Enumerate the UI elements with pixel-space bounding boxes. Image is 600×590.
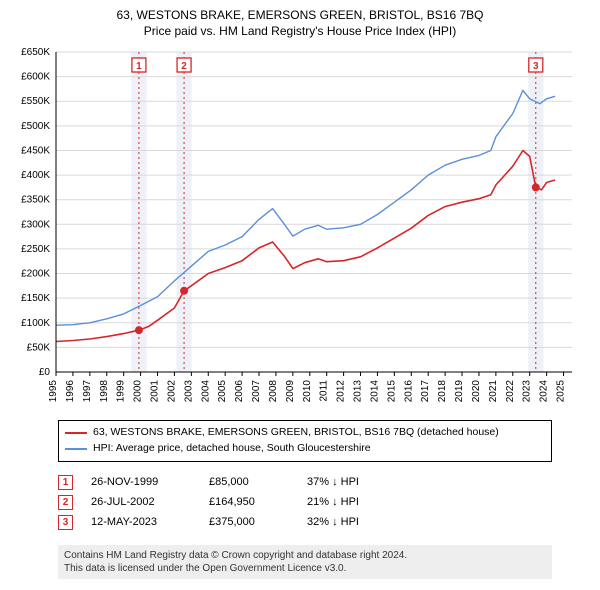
legend-swatch-hpi	[65, 448, 87, 450]
svg-text:2002: 2002	[166, 380, 177, 403]
svg-text:£200K: £200K	[21, 269, 50, 280]
svg-text:3: 3	[533, 61, 539, 72]
svg-text:£350K: £350K	[21, 195, 50, 206]
svg-text:2019: 2019	[454, 380, 465, 403]
sale-vs-hpi: 21% ↓ HPI	[307, 496, 377, 508]
sale-row: 2 26-JUL-2002 £164,950 21% ↓ HPI	[58, 495, 552, 510]
svg-text:2009: 2009	[285, 380, 296, 403]
svg-text:£450K: £450K	[21, 145, 50, 156]
sales-table: 1 26-NOV-1999 £85,000 37% ↓ HPI 2 26-JUL…	[58, 470, 552, 535]
svg-text:£600K: £600K	[21, 72, 50, 83]
attribution-line-2: This data is licensed under the Open Gov…	[64, 562, 546, 575]
sale-marker-2: 2	[58, 495, 73, 510]
sale-vs-hpi: 32% ↓ HPI	[307, 516, 377, 528]
sale-marker-3: 3	[58, 515, 73, 530]
legend-row-property: 63, WESTONS BRAKE, EMERSONS GREEN, BRIST…	[65, 425, 545, 441]
svg-text:2014: 2014	[369, 380, 380, 403]
legend-swatch-property	[65, 432, 87, 434]
svg-text:£0: £0	[39, 367, 51, 378]
svg-text:£650K: £650K	[21, 47, 50, 58]
legend-label-property: 63, WESTONS BRAKE, EMERSONS GREEN, BRIST…	[93, 425, 499, 441]
svg-text:2008: 2008	[268, 380, 279, 403]
svg-text:£150K: £150K	[21, 293, 50, 304]
svg-text:2010: 2010	[302, 380, 313, 403]
svg-text:1997: 1997	[82, 380, 93, 403]
svg-text:£500K: £500K	[21, 121, 50, 132]
legend-label-hpi: HPI: Average price, detached house, Sout…	[93, 441, 371, 457]
svg-text:2017: 2017	[420, 380, 431, 403]
sale-price: £375,000	[209, 516, 289, 528]
sale-price: £85,000	[209, 476, 289, 488]
svg-text:2020: 2020	[471, 380, 482, 403]
svg-text:£100K: £100K	[21, 318, 50, 329]
svg-text:1996: 1996	[65, 380, 76, 403]
svg-text:2004: 2004	[200, 380, 211, 403]
svg-text:1995: 1995	[48, 380, 59, 403]
svg-text:2013: 2013	[353, 380, 364, 403]
svg-text:2: 2	[181, 61, 187, 72]
attribution-box: Contains HM Land Registry data © Crown c…	[58, 545, 552, 579]
svg-text:2005: 2005	[217, 380, 228, 403]
svg-text:2023: 2023	[522, 380, 533, 403]
chart-title-block: 63, WESTONS BRAKE, EMERSONS GREEN, BRIST…	[8, 8, 592, 38]
svg-text:2012: 2012	[336, 380, 347, 403]
svg-text:2018: 2018	[437, 380, 448, 403]
svg-text:2000: 2000	[133, 380, 144, 403]
svg-text:2011: 2011	[319, 380, 330, 402]
svg-text:£250K: £250K	[21, 244, 50, 255]
svg-text:2015: 2015	[386, 380, 397, 403]
attribution-line-1: Contains HM Land Registry data © Crown c…	[64, 549, 546, 562]
title-line-1: 63, WESTONS BRAKE, EMERSONS GREEN, BRIST…	[8, 8, 592, 22]
svg-text:1999: 1999	[116, 380, 127, 403]
svg-text:2007: 2007	[251, 380, 262, 403]
svg-text:£550K: £550K	[21, 96, 50, 107]
svg-text:1: 1	[136, 61, 142, 72]
sale-date: 12-MAY-2023	[91, 516, 191, 528]
sale-row: 3 12-MAY-2023 £375,000 32% ↓ HPI	[58, 515, 552, 530]
legend-row-hpi: HPI: Average price, detached house, Sout…	[65, 441, 545, 457]
svg-text:£400K: £400K	[21, 170, 50, 181]
svg-text:2006: 2006	[234, 380, 245, 403]
svg-text:2024: 2024	[539, 380, 550, 403]
svg-text:2001: 2001	[150, 380, 161, 403]
svg-text:2003: 2003	[183, 380, 194, 403]
sale-date: 26-JUL-2002	[91, 496, 191, 508]
svg-text:£300K: £300K	[21, 219, 50, 230]
svg-text:2022: 2022	[505, 380, 516, 403]
svg-text:1998: 1998	[99, 380, 110, 403]
sale-row: 1 26-NOV-1999 £85,000 37% ↓ HPI	[58, 475, 552, 490]
sale-price: £164,950	[209, 496, 289, 508]
sale-vs-hpi: 37% ↓ HPI	[307, 476, 377, 488]
sale-date: 26-NOV-1999	[91, 476, 191, 488]
price-chart: £0 £50K £100K £150K £200K £250K £300K £350K £400…	[8, 44, 592, 414]
svg-text:£50K: £50K	[27, 342, 51, 353]
sale-marker-1: 1	[58, 475, 73, 490]
chart-legend: 63, WESTONS BRAKE, EMERSONS GREEN, BRIST…	[58, 420, 552, 462]
title-line-2: Price paid vs. HM Land Registry's House …	[8, 24, 592, 38]
svg-text:2025: 2025	[556, 380, 567, 403]
svg-text:2016: 2016	[403, 380, 414, 403]
svg-text:2021: 2021	[488, 380, 499, 403]
